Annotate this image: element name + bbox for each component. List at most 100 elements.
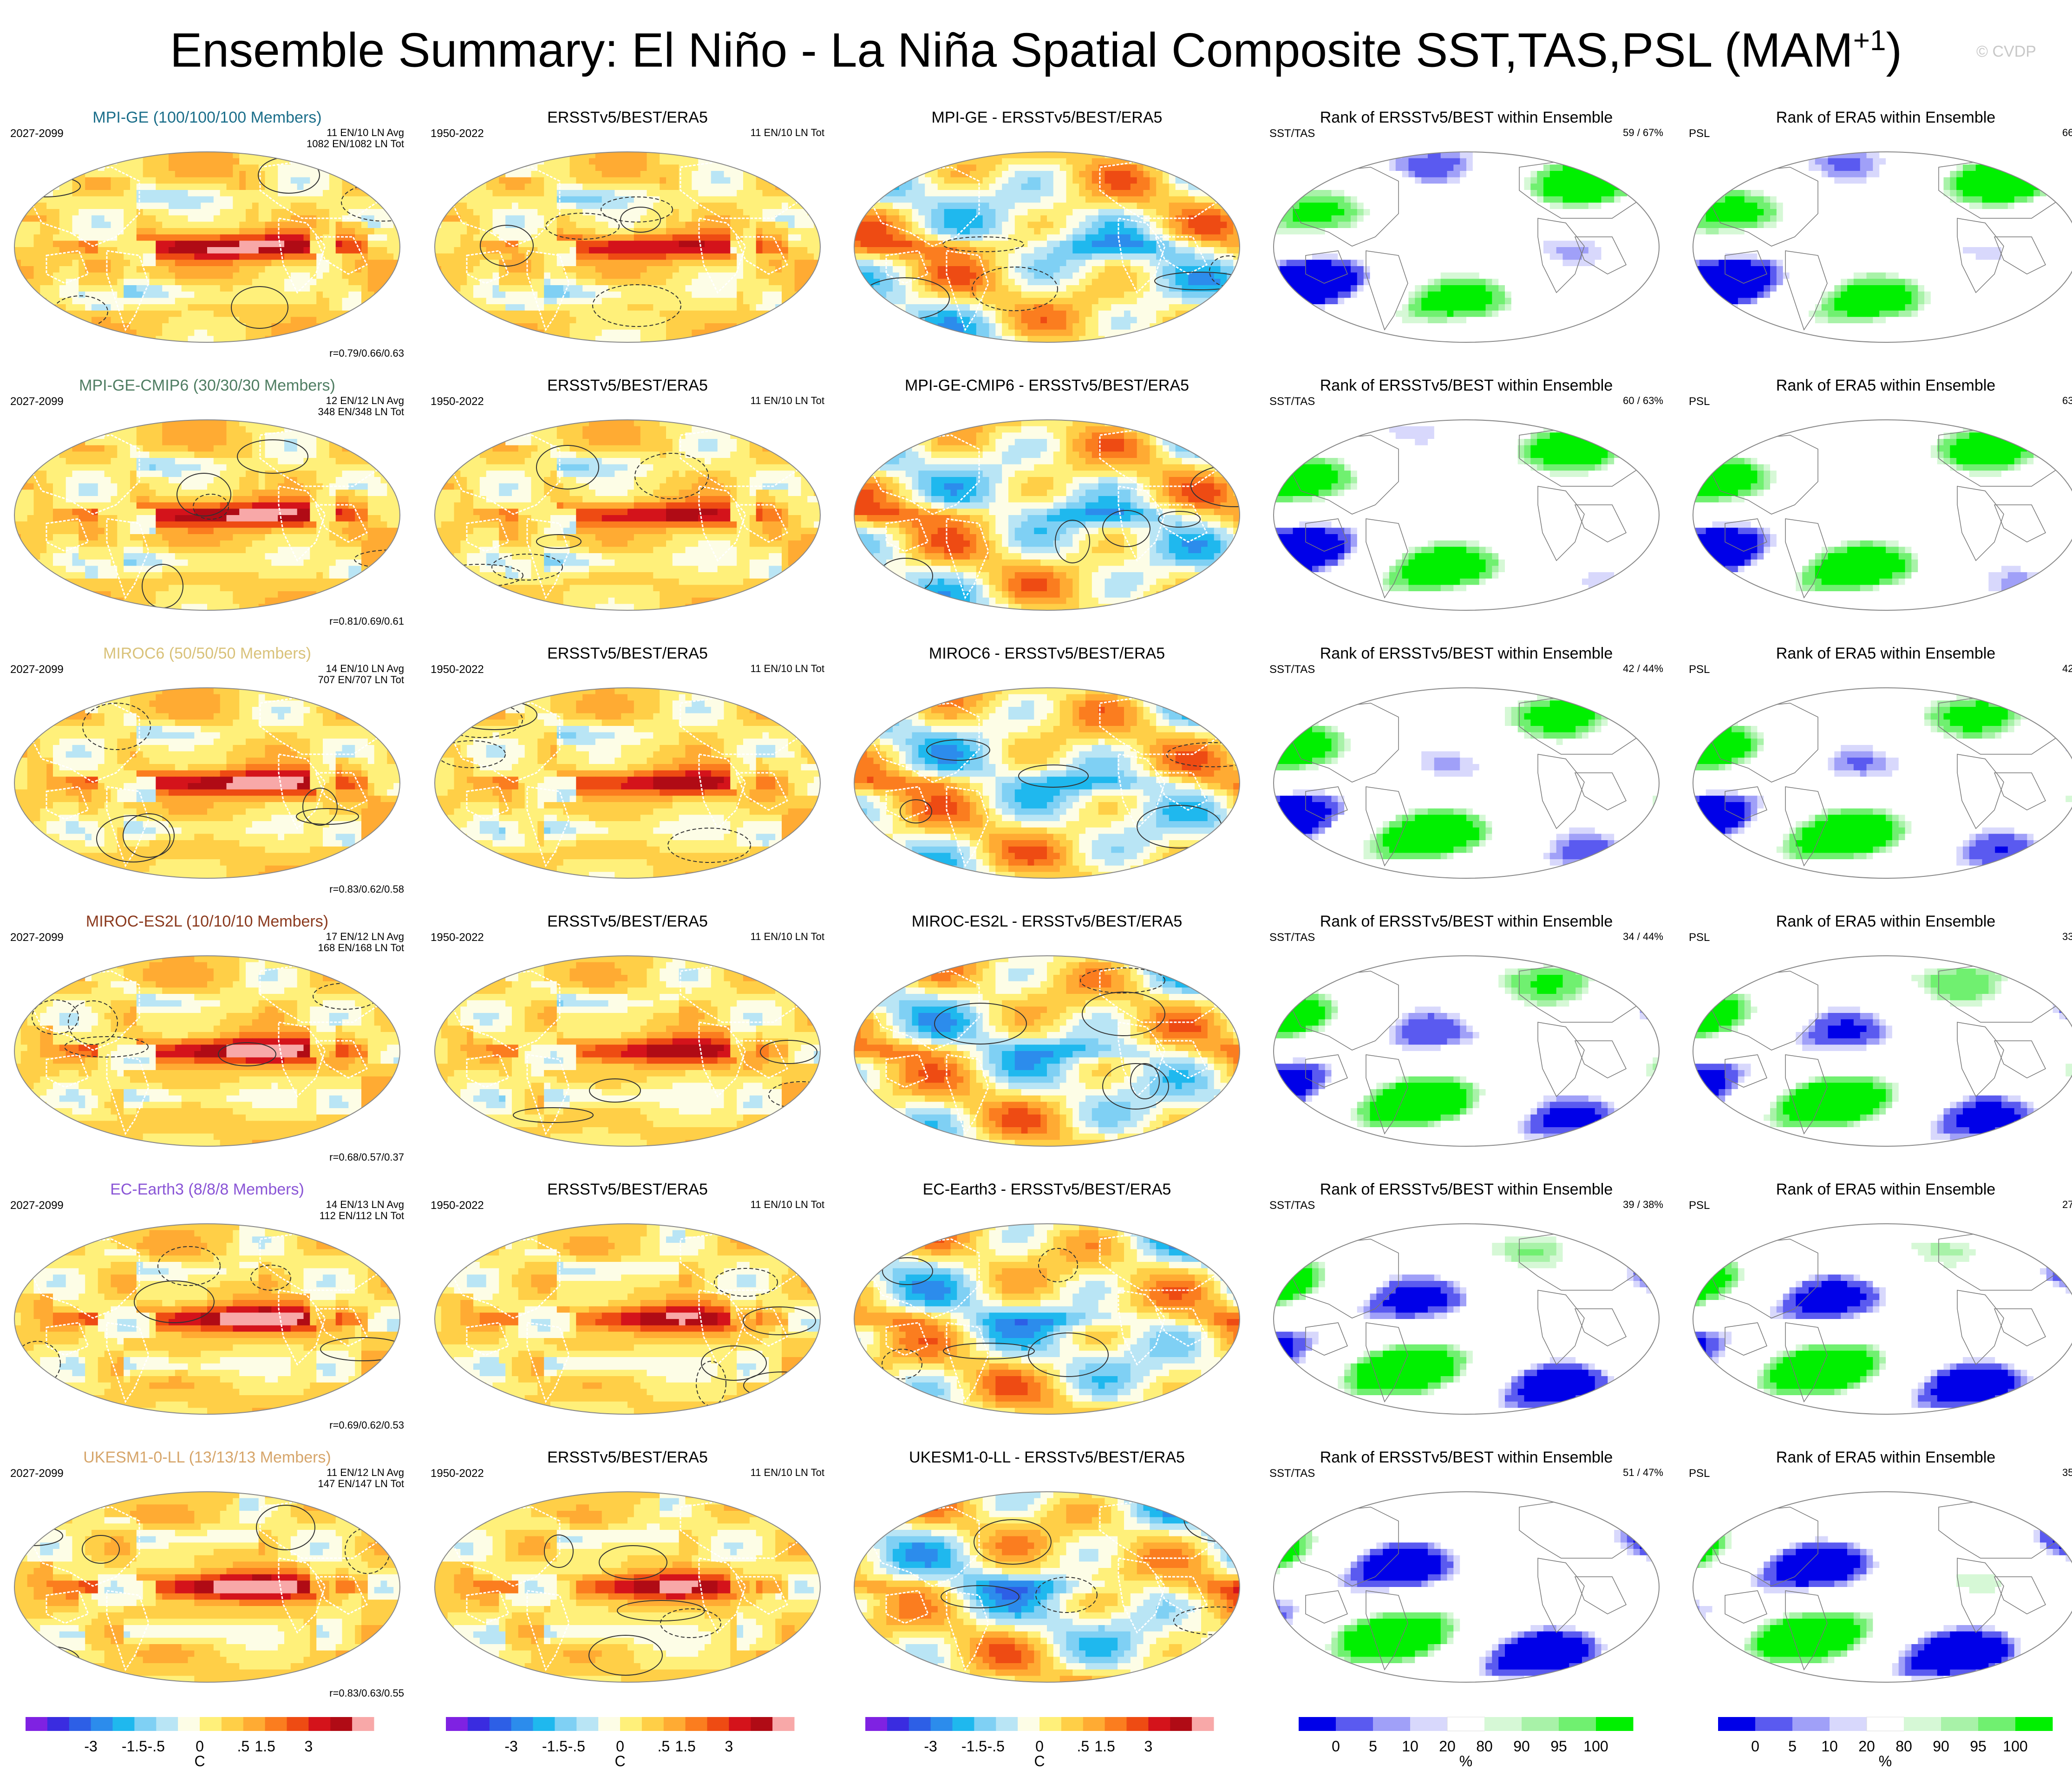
coastline	[314, 504, 368, 543]
coastline	[466, 786, 510, 820]
coastline	[278, 753, 326, 830]
obs-title: ERSSTv5/BEST/ERA5	[420, 913, 835, 930]
colorbar-swatch	[1559, 1717, 1596, 1731]
colorbar-tick: 20	[1858, 1738, 1875, 1755]
coastline	[698, 217, 746, 294]
colorbar-tick: 0	[1035, 1738, 1044, 1755]
colorbar-swatch	[352, 1717, 374, 1731]
colorbar-swatch	[200, 1717, 222, 1731]
obs-counts: 11 EN/10 LN Tot	[751, 395, 824, 406]
coastline	[1154, 504, 1208, 543]
psl-contour	[439, 702, 523, 738]
coastline	[1785, 1590, 1828, 1671]
map-border	[1273, 955, 1660, 1147]
coastline	[1725, 1322, 1767, 1356]
coastline	[1957, 1022, 2004, 1097]
psl-contour	[19, 1646, 80, 1677]
map-svg	[1693, 1223, 2072, 1415]
psl-contour	[942, 236, 1024, 252]
coastline	[1118, 1557, 1166, 1634]
colorbar-swatch	[287, 1717, 309, 1731]
rank-psl-title: Rank of ERA5 within Ensemble	[1679, 645, 2072, 662]
psl-contour	[714, 1268, 778, 1297]
map-field	[1274, 1224, 1659, 1414]
colorbar-tick: -.5	[987, 1738, 1005, 1755]
coastline	[1305, 1054, 1348, 1088]
ensemble-title: EC-Earth3 (8/8/8 Members)	[0, 1181, 414, 1198]
psl-contour	[157, 1246, 221, 1286]
coastline	[1574, 236, 1627, 274]
coastline	[1725, 250, 1767, 284]
colorbar-swatch	[1148, 1717, 1170, 1731]
colorbar-temperature: -3 -1.5 -.5 0 .5 1.5 3 C	[420, 1716, 835, 1772]
map-svg	[14, 955, 400, 1147]
psl-contour	[544, 1534, 574, 1568]
rank-sst-percent: 34 / 44%	[1623, 931, 1663, 942]
colorbar-swatch	[330, 1717, 353, 1731]
coastline	[466, 1322, 510, 1356]
map-field	[435, 956, 820, 1146]
colorbar-swatch	[1105, 1717, 1127, 1731]
psl-contour	[82, 1535, 120, 1564]
colorbar-swatch	[243, 1717, 266, 1731]
map-field	[435, 1492, 820, 1682]
map-panel-model: EC-Earth3 (8/8/8 Members) 2027-2099 14 EN/…	[0, 1169, 414, 1437]
colorbar-tick: 10	[1821, 1738, 1838, 1755]
map-svg	[1273, 1491, 1660, 1683]
coastline	[314, 772, 368, 811]
rank-sst-title: Rank of ERSSTv5/BEST within Ensemble	[1259, 1181, 1673, 1198]
map-svg	[14, 687, 400, 879]
psl-contour	[941, 1585, 1020, 1608]
event-counts: 17 EN/12 LN Avg 168 EN/168 LN Tot	[318, 931, 405, 953]
coastline	[278, 217, 326, 294]
coastline	[106, 518, 150, 600]
ensemble-title: MIROC6 (50/50/50 Members)	[0, 645, 414, 662]
psl-contour	[1183, 1495, 1240, 1542]
map-border	[1273, 419, 1660, 611]
colorbar-swatch	[663, 1717, 686, 1731]
psl-contour	[589, 1078, 641, 1103]
coastline	[1785, 250, 1828, 331]
map-border	[434, 1223, 821, 1415]
map-svg	[854, 419, 1240, 611]
coastline	[1574, 1576, 1627, 1614]
rank-psl-label: PSL	[1689, 1467, 1710, 1480]
coastline	[1118, 485, 1166, 562]
rank-psl-title: Rank of ERA5 within Ensemble	[1679, 1449, 2072, 1466]
colorbar-tick: 0	[616, 1738, 624, 1755]
coastline	[1725, 518, 1767, 552]
pattern-correlation: r=0.79/0.66/0.63	[329, 347, 404, 359]
colorbar-swatch	[1083, 1717, 1105, 1731]
map-border	[434, 1491, 821, 1683]
coastline	[1154, 1040, 1208, 1079]
psl-contour	[1035, 1577, 1098, 1613]
colorbar-tick: 95	[1970, 1738, 1987, 1755]
colorbar-swatch	[1755, 1717, 1793, 1731]
coastline	[1366, 1590, 1408, 1671]
colorbar-tick: -1.5	[542, 1738, 568, 1755]
obs-counts: 11 EN/10 LN Tot	[751, 1199, 824, 1210]
colorbar-swatch	[112, 1717, 135, 1731]
map-field	[1274, 956, 1659, 1146]
rank-psl-title: Rank of ERA5 within Ensemble	[1679, 377, 2072, 394]
coastline	[735, 772, 789, 811]
psl-contour	[123, 813, 175, 858]
rank-sst-label: SST/TAS	[1269, 1199, 1315, 1212]
map-border	[1273, 151, 1660, 343]
psl-contour	[634, 453, 709, 499]
period-label: 2027-2099	[10, 663, 64, 676]
psl-contour	[1018, 764, 1089, 788]
obs-period: 1950-2022	[431, 395, 484, 408]
difference-title: MPI-GE - ERSSTv5/BEST/ERA5	[840, 109, 1254, 126]
coastline	[526, 1590, 570, 1672]
colorbar-swatch	[1373, 1717, 1411, 1731]
map-svg	[1273, 419, 1660, 611]
coastline	[466, 250, 510, 284]
event-counts: 14 EN/10 LN Avg 707 EN/707 LN Tot	[318, 663, 405, 686]
map-field	[435, 420, 820, 610]
rank-sst-label: SST/TAS	[1269, 1467, 1315, 1480]
obs-title: ERSSTv5/BEST/ERA5	[420, 377, 835, 394]
colorbar-swatch	[1410, 1717, 1448, 1731]
psl-contour	[974, 1519, 1052, 1565]
coastline	[1725, 1590, 1767, 1624]
